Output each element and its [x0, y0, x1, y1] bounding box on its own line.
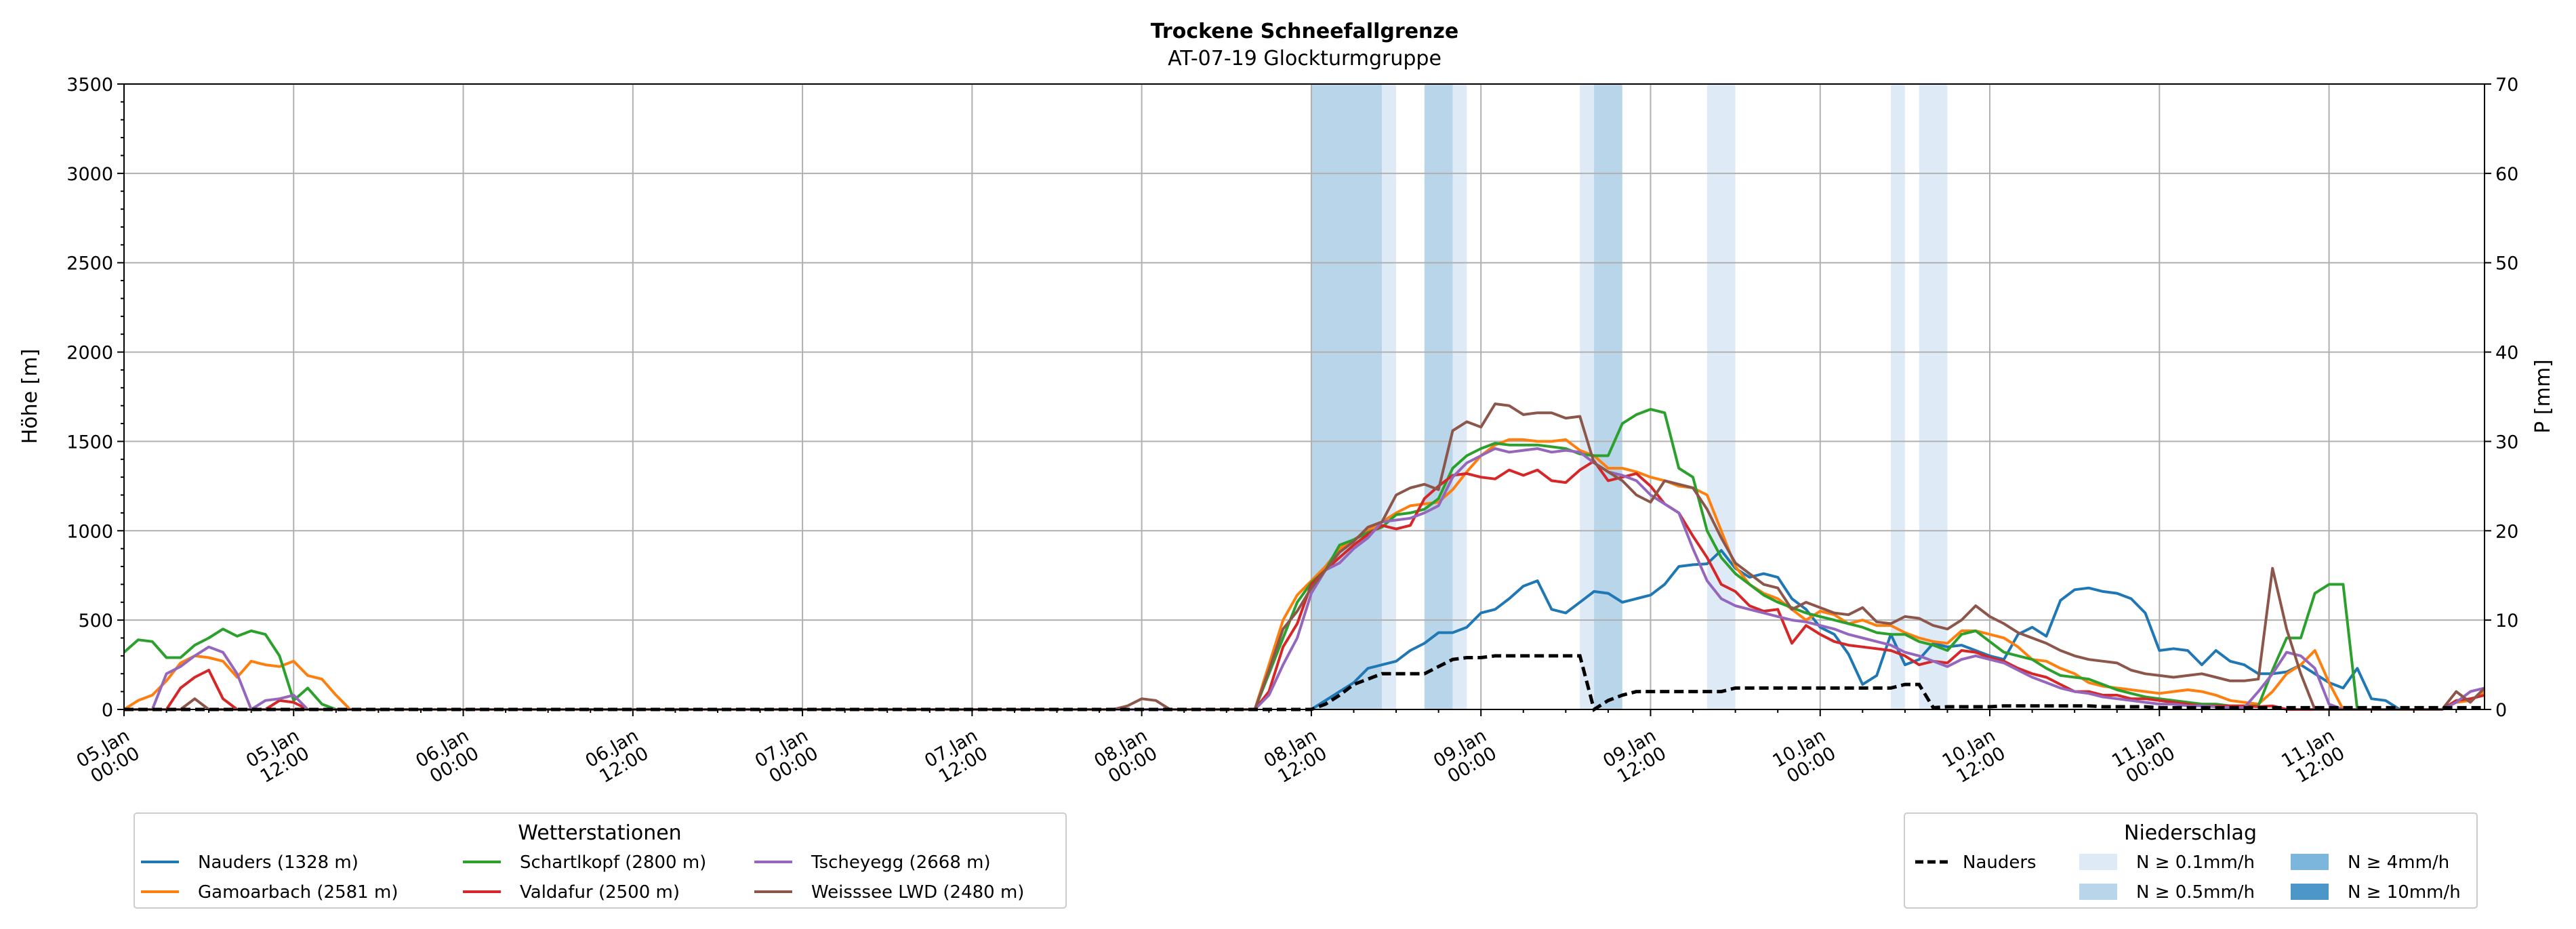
x-tick-label-11: 10.Jan12:00	[1939, 725, 2009, 789]
precip-band-7	[1891, 84, 1905, 709]
precip-band-5	[1594, 84, 1622, 709]
x-tick-label-3: 06.Jan12:00	[582, 725, 653, 789]
x-tick-label-1: 05.Jan12:00	[243, 725, 313, 789]
x-tick-label-12: 11.Jan00:00	[2108, 725, 2179, 789]
series-line-5	[124, 402, 2486, 711]
y-axis-right-label: P [mm]	[2531, 359, 2555, 433]
y-right-tick-label-4: 40	[2495, 343, 2518, 364]
precip-band-3	[1452, 84, 1467, 709]
y-left-tick-label-0: 0	[102, 700, 113, 721]
y-left-tick-label-6: 3000	[66, 164, 113, 185]
precip-band-8	[1919, 84, 1948, 709]
x-tick-label-9: 09.Jan12:00	[1599, 725, 1670, 789]
y-right-tick-label-2: 20	[2495, 521, 2518, 542]
station-lines	[123, 402, 2486, 711]
precipitation-bands	[1311, 84, 1948, 709]
y-left-tick-label-4: 2000	[66, 343, 113, 364]
x-tick-label-8: 09.Jan00:00	[1430, 725, 1500, 789]
x-axis-ticks: 05.Jan00:00 05.Jan12:00 06.Jan00:00 06.Jan1…	[73, 709, 2457, 789]
legend-precip-label-0: N ≥ 0.1mm/h	[2136, 852, 2255, 873]
y-right-tick-label-1: 10	[2495, 611, 2518, 632]
series-line-4	[124, 447, 2485, 711]
legend-precip-swatch-3	[2291, 884, 2329, 900]
legend-precip-swatch-1	[2079, 884, 2117, 900]
y-left-tick-label-1: 500	[78, 611, 113, 632]
y-axis-left-ticks: 0 500 1000 1500 2000 2500 3000 3500	[66, 75, 124, 721]
y-right-tick-label-6: 60	[2495, 164, 2518, 185]
x-tick-label-0: 05.Jan00:00	[73, 725, 144, 789]
series-line-2	[123, 408, 2359, 711]
x-tick-label-2: 06.Jan00:00	[412, 725, 483, 789]
plot-frame	[123, 83, 2485, 710]
precip-band-0	[1311, 84, 1383, 709]
precip-band-4	[1580, 84, 1595, 709]
legend-station-label-4: Tscheyegg (2668 m)	[811, 852, 991, 873]
legend-station-label-1: Gamoarbach (2581 m)	[198, 882, 398, 903]
legend-station-label-5: Weisssee LWD (2480 m)	[811, 882, 1024, 903]
legend-precip-swatch-0	[2079, 854, 2117, 870]
legend-precipitation: Niederschlag Nauders N ≥ 0.1mm/h N ≥ 0.5m…	[1904, 812, 2478, 909]
precip-band-1	[1382, 84, 1397, 709]
legend-station-label-3: Valdafur (2500 m)	[520, 882, 680, 903]
y-axis-right-ticks: 0 10 20 30 40 50 60 70	[2485, 75, 2518, 721]
legend-stations: Wetterstationen Nauders (1328 m) Gamoarba…	[134, 812, 1067, 909]
precip-band-2	[1424, 84, 1453, 709]
legend-precip-label-1: N ≥ 0.5mm/h	[2136, 882, 2255, 903]
legend-precip-label-3: N ≥ 10mm/h	[2348, 882, 2461, 903]
y-right-tick-label-5: 50	[2495, 253, 2518, 274]
y-left-tick-label-7: 3500	[66, 75, 113, 96]
x-tick-label-6: 08.Jan00:00	[1090, 725, 1161, 789]
y-right-tick-label-3: 30	[2495, 432, 2518, 453]
x-tick-label-4: 07.Jan00:00	[752, 725, 822, 789]
legend-stations-title: Wetterstationen	[518, 821, 681, 845]
x-tick-label-7: 08.Jan12:00	[1261, 725, 1331, 789]
y-right-tick-label-7: 70	[2495, 75, 2518, 96]
chart-subtitle: AT-07-19 Glockturmgruppe	[1168, 47, 1442, 70]
y-left-tick-label-3: 1500	[66, 432, 113, 453]
x-tick-label-10: 10.Jan00:00	[1770, 725, 1840, 789]
series-line-3	[124, 459, 2485, 711]
legend-station-label-2: Schartlkopf (2800 m)	[520, 852, 706, 873]
x-tick-label-5: 07.Jan12:00	[921, 725, 991, 789]
legend-station-label-0: Nauders (1328 m)	[198, 852, 359, 873]
y-left-tick-label-2: 1000	[66, 521, 113, 542]
precip-band-6	[1706, 84, 1736, 709]
x-tick-label-13: 11.Jan12:00	[2278, 725, 2348, 789]
precipitation-line	[124, 654, 2485, 712]
legend-precip-swatch-2	[2291, 854, 2329, 870]
legend-precip-label-2: N ≥ 4mm/h	[2348, 852, 2449, 873]
chart-title: Trockene Schneefallgrenze	[1151, 20, 1458, 43]
legend-precip-line-label: Nauders	[1963, 852, 2037, 873]
y-left-tick-label-5: 2500	[66, 253, 113, 274]
y-axis-left-label: Höhe [m]	[18, 349, 42, 445]
precip-series-line	[124, 654, 2485, 712]
y-right-tick-label-0: 0	[2495, 700, 2507, 721]
legend-precipitation-title: Niederschlag	[2124, 821, 2257, 845]
series-line-0	[1310, 549, 2400, 711]
